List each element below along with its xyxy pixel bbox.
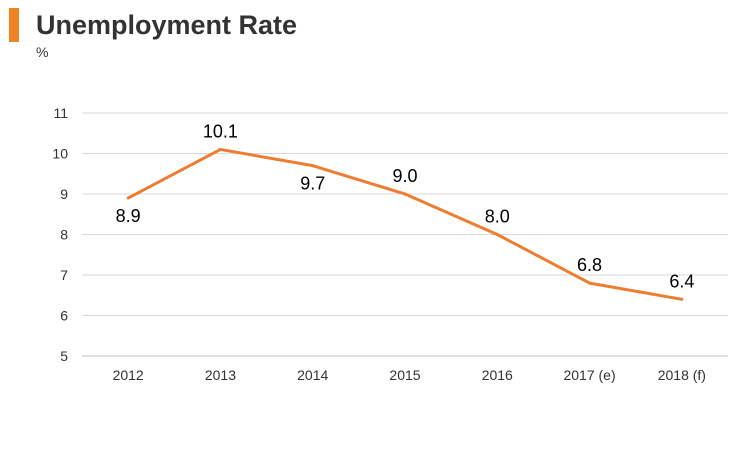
x-tick-label: 2014 bbox=[297, 367, 328, 383]
x-tick-label: 2017 (e) bbox=[563, 367, 615, 383]
data-point bbox=[311, 164, 315, 168]
data-point bbox=[495, 233, 499, 236]
x-tick-label: 2016 bbox=[482, 367, 513, 383]
data-point bbox=[403, 192, 407, 196]
y-tick-label: 7 bbox=[60, 267, 68, 283]
y-tick-label: 6 bbox=[60, 308, 68, 324]
data-label: 9.7 bbox=[300, 174, 325, 194]
data-label: 6.8 bbox=[577, 255, 602, 275]
data-label: 8.9 bbox=[116, 206, 141, 226]
x-tick-label: 2012 bbox=[113, 367, 144, 383]
unit-label: % bbox=[36, 44, 49, 60]
y-tick-label: 9 bbox=[60, 186, 68, 202]
data-point bbox=[680, 297, 684, 301]
x-tick-label: 2015 bbox=[389, 367, 420, 383]
y-tick-label: 5 bbox=[60, 348, 68, 364]
data-label: 6.4 bbox=[669, 271, 694, 291]
data-label: 10.1 bbox=[203, 121, 238, 141]
data-label: 9.0 bbox=[392, 166, 417, 186]
y-tick-label: 8 bbox=[60, 227, 68, 243]
data-point bbox=[218, 147, 222, 151]
data-point bbox=[126, 196, 130, 200]
y-tick-label: 11 bbox=[53, 105, 68, 121]
x-tick-label: 2018 (f) bbox=[658, 367, 706, 383]
chart-title: Unemployment Rate bbox=[36, 10, 298, 40]
data-point bbox=[588, 281, 592, 285]
title-accent-bar bbox=[9, 8, 19, 42]
x-tick-label: 2013 bbox=[205, 367, 236, 383]
data-label: 8.0 bbox=[485, 207, 510, 227]
y-tick-label: 10 bbox=[52, 146, 68, 162]
